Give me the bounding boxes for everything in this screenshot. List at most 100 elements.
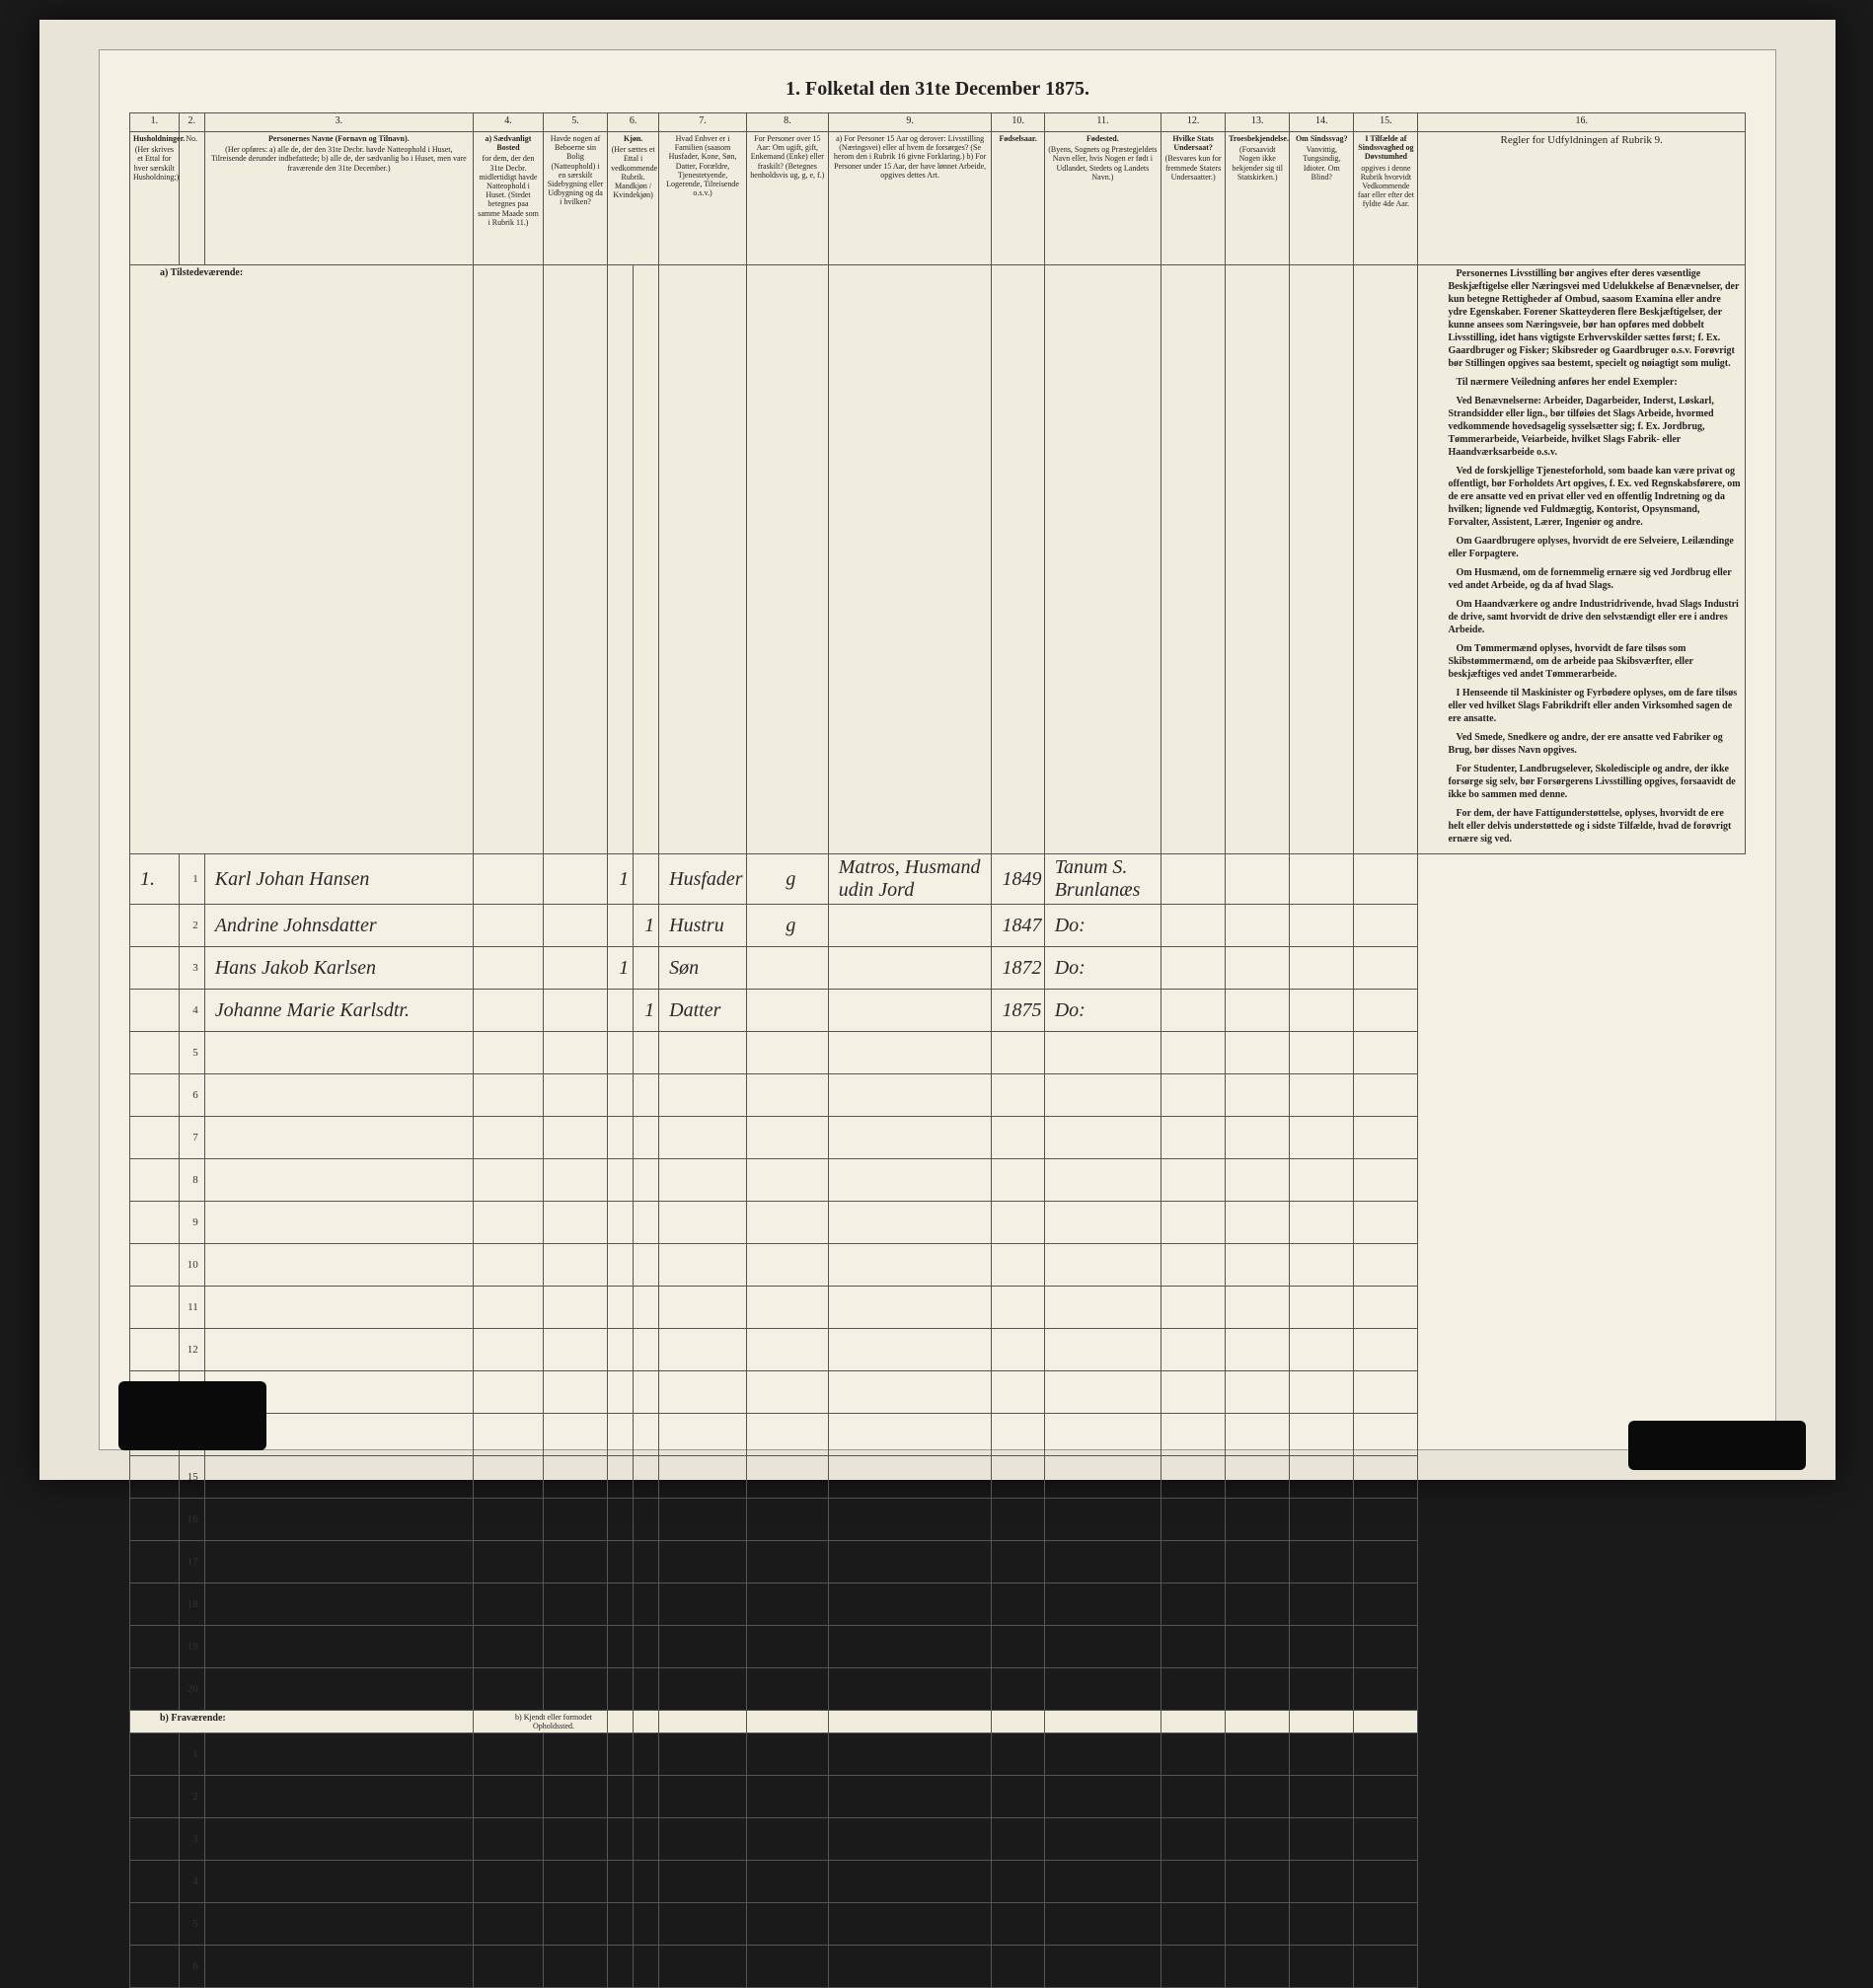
rules-paragraph: Om Tømmermænd oplyses, hvorvidt de fare … <box>1448 642 1742 681</box>
cell-rownum: 7 <box>179 1117 204 1159</box>
hdr-7: Hvad Enhver er i Familien (saasom Husfad… <box>659 132 747 265</box>
cell-name: Johanne Marie Karlsdtr. <box>204 990 473 1032</box>
section-b-label: b) Fraværende: <box>130 1711 474 1733</box>
hdr-9: a) For Personer 15 Aar og derover: Livss… <box>828 132 992 265</box>
cell-family: Søn <box>659 947 747 990</box>
rules-paragraph: Om Gaardbrugere oplyses, hvorvidt de ere… <box>1448 535 1742 560</box>
table-row-empty: 4 <box>130 1861 1746 1903</box>
table-row-empty: 2 <box>130 1776 1746 1818</box>
cell-rownum: 17 <box>179 1541 204 1583</box>
cell-14 <box>1290 947 1354 990</box>
cell-rownum: 16 <box>179 1499 204 1541</box>
hdr-8: For Personer over 15 Aar: Om ugift, gift… <box>746 132 828 265</box>
cell-civil <box>746 947 828 990</box>
cell-birthplace: Do: <box>1044 990 1161 1032</box>
column-number-row: 1. 2. 3. 4. 5. 6. 7. 8. 9. 10. 11. 12. 1… <box>130 113 1746 132</box>
cell-12 <box>1161 990 1226 1032</box>
hdr-1: Husholdninger.(Her skrives et Ettal for … <box>130 132 180 265</box>
cell-occupation <box>828 990 992 1032</box>
cell-13 <box>1226 990 1290 1032</box>
cell-rownum: 8 <box>179 1159 204 1202</box>
table-row-empty: 16 <box>130 1499 1746 1541</box>
cell-rownum: 3 <box>179 1818 204 1861</box>
hdr-5: Havde nogen af Beboerne sin Bolig (Natte… <box>543 132 607 265</box>
cell-civil: g <box>746 905 828 947</box>
rules-paragraph: Ved Benævnelserne: Arbeider, Dagarbeider… <box>1448 395 1742 459</box>
table-row-empty: 6 <box>130 1074 1746 1117</box>
table-row: 1.1Karl Johan Hansen1HusfadergMatros, Hu… <box>130 854 1746 905</box>
cell-rownum: 15 <box>179 1456 204 1499</box>
table-row-empty: 5 <box>130 1032 1746 1074</box>
scanner-background: 1. Folketal den 31te December 1875. 1. 2… <box>39 20 1836 1480</box>
cell-name: Hans Jakob Karlsen <box>204 947 473 990</box>
hdr-16: Regler for Udfyldningen af Rubrik 9. <box>1418 132 1746 265</box>
empty-rows-b: 123456 <box>130 1733 1746 1988</box>
cell-occupation <box>828 947 992 990</box>
cell-12 <box>1161 947 1226 990</box>
table-row: 3Hans Jakob Karlsen1Søn1872Do: <box>130 947 1746 990</box>
cell-year: 1875 <box>992 990 1044 1032</box>
cell-household <box>130 990 180 1032</box>
cell-rownum: 19 <box>179 1626 204 1668</box>
cell-5 <box>543 947 607 990</box>
rules-paragraph: For Studenter, Landbrugselever, Skoledis… <box>1448 763 1742 801</box>
table-row-empty: 6 <box>130 1946 1746 1988</box>
cell-family: Datter <box>659 990 747 1032</box>
column-header-row: Husholdninger.(Her skrives et Ettal for … <box>130 132 1746 265</box>
hdr-11: Fødested.(Byens, Sognets og Præstegjelde… <box>1044 132 1161 265</box>
cell-15 <box>1354 990 1418 1032</box>
table-row-empty: 8 <box>130 1159 1746 1202</box>
cell-family: Husfader <box>659 854 747 905</box>
cell-rownum: 5 <box>179 1032 204 1074</box>
hdr-15: I Tilfælde af Sindssvaghed og Døvstumhed… <box>1354 132 1418 265</box>
table-row-empty: 1 <box>130 1733 1746 1776</box>
cell-14 <box>1290 990 1354 1032</box>
cell-sex-k: 1 <box>634 990 659 1032</box>
table-row-empty: 9 <box>130 1202 1746 1244</box>
cell-13 <box>1226 905 1290 947</box>
cell-4 <box>473 947 543 990</box>
section-a-label: a) Tilstedeværende: <box>130 265 474 854</box>
cell-name: Andrine Johnsdatter <box>204 905 473 947</box>
colnum-10: 10. <box>992 113 1044 132</box>
colnum-13: 13. <box>1226 113 1290 132</box>
hdr-13: Troesbekjendelse.(Forsaavidt Nogen ikke … <box>1226 132 1290 265</box>
cell-rownum: 1 <box>179 1733 204 1776</box>
rules-paragraph: Til nærmere Veiledning anføres her endel… <box>1448 376 1742 389</box>
cell-household <box>130 905 180 947</box>
rules-paragraph: I Henseende til Maskinister og Fyrbødere… <box>1448 687 1742 725</box>
cell-rownum: 11 <box>179 1287 204 1329</box>
cell-family: Hustru <box>659 905 747 947</box>
colnum-3: 3. <box>204 113 473 132</box>
ledger-page: 1. Folketal den 31te December 1875. 1. 2… <box>99 49 1776 1450</box>
cell-4 <box>473 905 543 947</box>
rules-paragraph: Personernes Livsstilling bør angives eft… <box>1448 267 1742 370</box>
table-row: 2Andrine Johnsdatter1Hustrug1847Do: <box>130 905 1746 947</box>
cell-rownum: 10 <box>179 1244 204 1287</box>
cell-sex-k <box>634 947 659 990</box>
section-b-col4: b) Kjendt eller formodet Opholdssted. <box>473 1711 607 1733</box>
rules-text: Personernes Livsstilling bør angives eft… <box>1418 265 1746 854</box>
cell-year: 1847 <box>992 905 1044 947</box>
cell-household <box>130 947 180 990</box>
cell-year: 1872 <box>992 947 1044 990</box>
hdr-14: Om Sindssvag?Vanvittig, Tungsindig, Idio… <box>1290 132 1354 265</box>
table-row: 4Johanne Marie Karlsdtr.1Datter1875Do: <box>130 990 1746 1032</box>
rules-paragraph: For dem, der have Fattigunderstøttelse, … <box>1448 807 1742 846</box>
section-a-row: a) Tilstedeværende: Personernes Livsstil… <box>130 265 1746 854</box>
cell-sex-m <box>608 990 634 1032</box>
table-row-empty: 7 <box>130 1117 1746 1159</box>
cell-year: 1849 <box>992 854 1044 905</box>
table-row-empty: 3 <box>130 1818 1746 1861</box>
census-table: 1. 2. 3. 4. 5. 6. 7. 8. 9. 10. 11. 12. 1… <box>129 112 1746 1988</box>
colnum-6: 6. <box>608 113 659 132</box>
scanner-clip-left <box>118 1381 266 1450</box>
rules-paragraph: Om Haandværkere og andre Industridrivend… <box>1448 598 1742 636</box>
cell-14 <box>1290 854 1354 905</box>
table-row-empty: 17 <box>130 1541 1746 1583</box>
hdr-3: Personernes Navne (Fornavn og Tilnavn).(… <box>204 132 473 265</box>
table-row-empty: 15 <box>130 1456 1746 1499</box>
cell-rownum: 18 <box>179 1583 204 1626</box>
cell-13 <box>1226 947 1290 990</box>
colnum-16: 16. <box>1418 113 1746 132</box>
